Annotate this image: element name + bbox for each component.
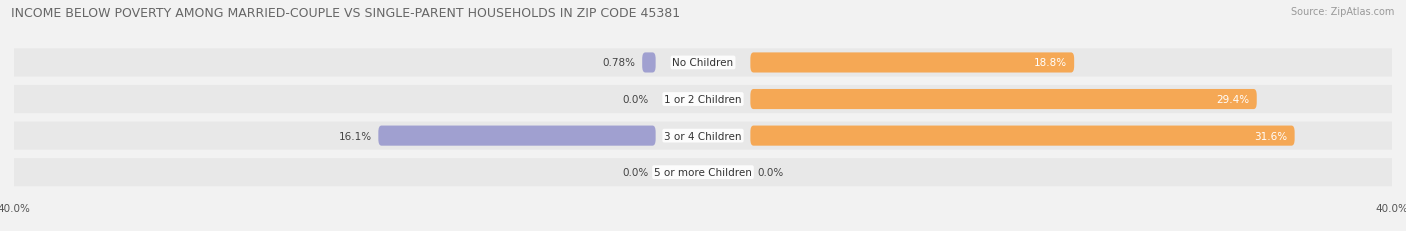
FancyBboxPatch shape bbox=[6, 122, 1400, 150]
Text: 16.1%: 16.1% bbox=[339, 131, 371, 141]
FancyBboxPatch shape bbox=[6, 85, 1400, 114]
FancyBboxPatch shape bbox=[751, 53, 1074, 73]
Text: No Children: No Children bbox=[672, 58, 734, 68]
Text: 3 or 4 Children: 3 or 4 Children bbox=[664, 131, 742, 141]
Text: 0.0%: 0.0% bbox=[758, 167, 783, 177]
FancyBboxPatch shape bbox=[378, 126, 655, 146]
Text: Source: ZipAtlas.com: Source: ZipAtlas.com bbox=[1291, 7, 1395, 17]
Text: 1 or 2 Children: 1 or 2 Children bbox=[664, 95, 742, 105]
Text: 0.78%: 0.78% bbox=[602, 58, 636, 68]
Text: 18.8%: 18.8% bbox=[1035, 58, 1067, 68]
Text: INCOME BELOW POVERTY AMONG MARRIED-COUPLE VS SINGLE-PARENT HOUSEHOLDS IN ZIP COD: INCOME BELOW POVERTY AMONG MARRIED-COUPL… bbox=[11, 7, 681, 20]
Text: 0.0%: 0.0% bbox=[623, 95, 648, 105]
Text: 5 or more Children: 5 or more Children bbox=[654, 167, 752, 177]
Text: 29.4%: 29.4% bbox=[1216, 95, 1250, 105]
FancyBboxPatch shape bbox=[6, 49, 1400, 77]
Text: 0.0%: 0.0% bbox=[623, 167, 648, 177]
FancyBboxPatch shape bbox=[643, 53, 655, 73]
FancyBboxPatch shape bbox=[6, 158, 1400, 186]
Text: 31.6%: 31.6% bbox=[1254, 131, 1288, 141]
FancyBboxPatch shape bbox=[751, 90, 1257, 110]
FancyBboxPatch shape bbox=[751, 126, 1295, 146]
